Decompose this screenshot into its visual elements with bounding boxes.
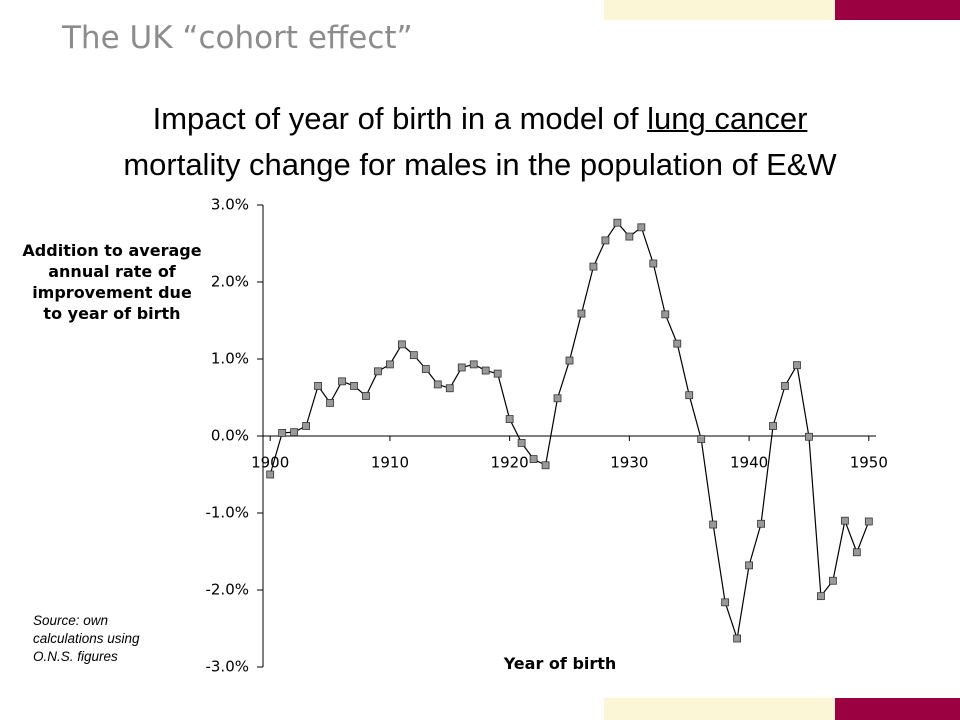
x-tick-label: 1900 [251,454,289,472]
series-line [269,221,870,639]
point-marker [661,310,670,319]
point-marker [362,392,370,400]
point-marker [505,415,514,423]
y-tick-label: -3.0% [205,658,249,676]
x-tick-label: 1950 [850,454,888,472]
x-tick-label: 1930 [610,454,648,472]
heading-underlined: lung cancer [647,101,808,136]
point-marker [290,428,299,437]
point-marker [350,382,358,390]
decor-bar [835,698,960,720]
point-marker [445,384,454,393]
point-marker [541,461,550,470]
point-marker [589,262,598,271]
point-marker [828,576,837,585]
point-marker [374,367,382,376]
point-marker [817,592,825,601]
decor-bar [604,698,835,720]
point-marker [864,517,873,526]
point-marker [840,516,849,525]
point-marker [649,259,658,268]
x-tick-label: 1910 [371,454,409,472]
point-marker [685,391,694,400]
y-tick-label: -2.0% [205,581,249,599]
point-marker [397,340,406,349]
point-marker [757,519,765,528]
heading: Impact of year of birth in a model of lu… [0,96,960,188]
y-tick-label: 0.0% [211,427,249,445]
heading-text: mortality change for males in the popula… [123,147,837,182]
point-marker [852,548,861,557]
point-marker [745,561,753,570]
x-tick-label: 1940 [730,454,768,472]
slide-title: The UK “cohort effect” [62,20,413,56]
point-marker [302,422,311,430]
point-marker [409,351,418,360]
point-marker [553,394,562,403]
point-marker [517,439,526,447]
point-marker [493,369,502,378]
point-marker [338,377,346,386]
point-marker [769,422,777,430]
point-marker [721,598,730,607]
decor-bar [835,0,960,20]
point-marker [421,365,430,373]
point-marker [278,429,287,437]
point-marker [613,218,622,227]
y-tick-label: -1.0% [205,504,249,522]
point-marker [601,236,610,245]
point-marker [625,232,634,241]
point-marker [457,363,466,372]
point-marker [266,470,275,479]
decor-bar [604,0,835,20]
heading-text: Impact of year of birth in a model of [152,101,648,136]
x-tick-label: 1920 [491,454,529,472]
point-marker [386,360,394,369]
point-marker [637,223,646,232]
y-tick-label: 3.0% [211,196,249,214]
x-axis-label: Year of birth [503,654,617,673]
point-marker [805,432,813,441]
point-marker [793,361,801,370]
point-marker [577,309,586,318]
point-marker [697,435,706,443]
point-marker [314,382,322,390]
y-tick-label: 1.0% [211,350,249,368]
y-tick-label: 2.0% [211,273,249,291]
source-note: Source: own calculations using O.N.S. fi… [33,613,140,664]
point-marker [529,455,538,464]
point-marker [469,360,478,369]
point-marker [781,382,789,390]
point-marker [673,339,682,348]
point-marker [565,356,574,365]
point-marker [709,520,718,529]
y-axis-label: Addition to average annual rate of impro… [22,241,202,323]
point-marker [326,398,334,407]
point-marker [481,366,490,375]
point-marker [433,380,442,389]
point-marker [733,634,742,643]
